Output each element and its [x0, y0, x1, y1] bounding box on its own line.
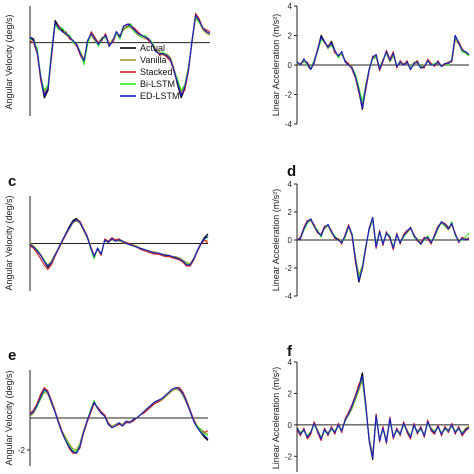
- legend-entry: ED-LSTM: [140, 91, 180, 101]
- y-tick-label: -4: [285, 292, 293, 301]
- series-line-bi-lstm: [296, 378, 470, 459]
- panel-label: c: [8, 173, 16, 190]
- legend-entry: Bi-LSTM: [140, 79, 175, 89]
- y-tick-label: 0: [288, 236, 293, 245]
- series-line-ed-lstm: [29, 387, 209, 454]
- series-line-actual: [296, 34, 470, 110]
- series-line-ed-lstm: [296, 375, 470, 459]
- panel-c: Angular Velocity (deg/s) c: [4, 173, 209, 291]
- y-tick-label: 0: [288, 421, 293, 430]
- legend-entry: Stacked: [140, 67, 173, 77]
- panel-f: 4 2 0 -2 Linear Acceleration (m/s²) f: [271, 343, 470, 472]
- y-tick-label: 2: [288, 32, 293, 41]
- y-tick-label: -2: [18, 446, 26, 455]
- panel-label: f: [287, 343, 293, 360]
- series-line-bi-lstm: [29, 16, 211, 91]
- series-line-ed-lstm: [296, 34, 470, 109]
- y-axis-label: Linear Acceleration (m/s²): [271, 189, 281, 292]
- series-line-bi-lstm: [296, 36, 470, 103]
- series-line-stacked: [296, 218, 470, 280]
- series-line-vanilla: [297, 37, 470, 104]
- series-line-stacked: [296, 36, 470, 107]
- series-line-vanilla: [297, 219, 470, 276]
- panel-e: -2 Angular Velocity (deg/s) e: [4, 347, 209, 466]
- series-line-vanilla: [29, 220, 209, 266]
- series-line-vanilla: [29, 18, 211, 93]
- y-tick-label: 0: [288, 61, 293, 70]
- series-line-stacked: [29, 219, 209, 271]
- legend-entry: Vanilla: [140, 55, 166, 65]
- legend-entry: Actual: [140, 43, 165, 53]
- y-tick-label: 2: [288, 389, 293, 398]
- y-axis-label: Angular Velocity (deg/s): [4, 195, 14, 290]
- y-tick-label: -2: [285, 91, 293, 100]
- y-tick-label: 4: [288, 2, 293, 11]
- y-tick-label: 4: [288, 358, 293, 367]
- series-line-stacked: [296, 377, 470, 457]
- series-line-ed-lstm: [296, 217, 470, 282]
- legend: Actual Vanilla Stacked Bi-LSTM ED-LSTM: [120, 43, 180, 101]
- y-tick-label: -4: [285, 120, 293, 129]
- series-line-actual: [29, 386, 209, 454]
- series-line-ed-lstm: [29, 219, 209, 267]
- series-line-actual: [296, 372, 470, 461]
- panel-label: d: [287, 163, 296, 180]
- series-line-bi-lstm: [296, 218, 470, 279]
- series-line-vanilla: [296, 380, 470, 456]
- y-axis-label: Angular Velocity (deg/s): [4, 14, 14, 109]
- y-axis-label: Angular Velocity (deg/s): [4, 370, 14, 465]
- y-tick-label: -2: [285, 264, 293, 273]
- y-tick-label: -2: [285, 452, 293, 461]
- y-tick-label: 2: [288, 208, 293, 217]
- y-axis-label: Linear Acceleration (m/s²): [271, 367, 281, 470]
- panel-label: e: [8, 347, 16, 364]
- series-line-ed-lstm: [29, 14, 211, 97]
- series-line-stacked: [29, 387, 209, 454]
- panel-b: 4 2 0 -2 -4 Linear Acceleration (m/s²): [271, 2, 470, 129]
- y-tick-label: 4: [288, 180, 293, 189]
- panel-a: Angular Velocity (deg/s): [4, 6, 211, 116]
- series-line-actual: [296, 216, 470, 283]
- panel-d: 4 2 0 -2 -4 Linear Acceleration (m/s²) d: [271, 163, 470, 301]
- series-line-vanilla: [29, 388, 209, 451]
- series-line-bi-lstm: [29, 387, 209, 453]
- y-axis-label: Linear Acceleration (m/s²): [271, 14, 281, 117]
